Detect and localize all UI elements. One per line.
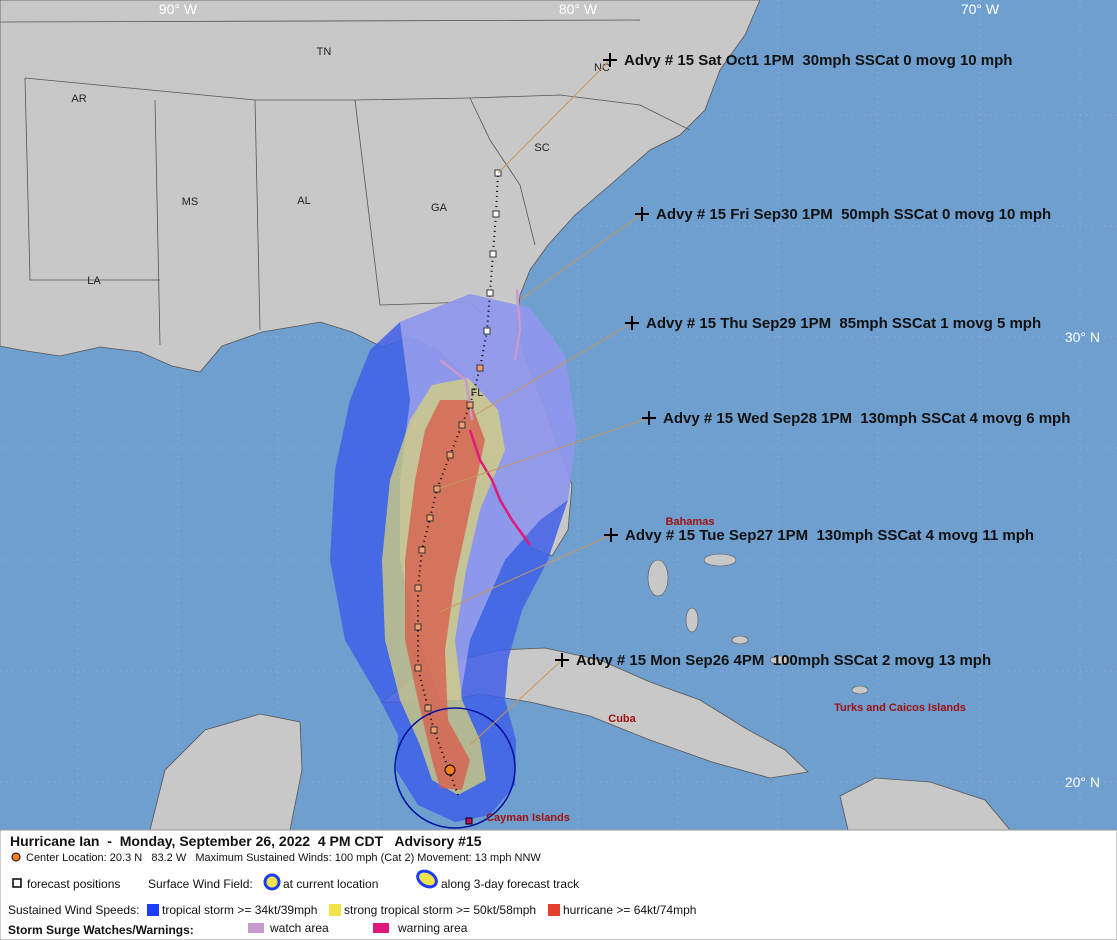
- region-label: TN: [317, 46, 332, 58]
- region-label: AR: [71, 93, 86, 105]
- advisory-marker: [635, 207, 649, 221]
- advisory-label: Advy # 15 Wed Sep28 1PM 130mph SSCat 4 m…: [663, 410, 1070, 427]
- forecast-position: [483, 327, 491, 335]
- region-label: FL: [471, 387, 484, 399]
- center-info: Center Location: 20.3 N 83.2 W Maximum S…: [26, 852, 541, 864]
- latitude-label: 30° N: [1065, 329, 1100, 345]
- forecast-position: [430, 726, 438, 734]
- place-label: Cuba: [608, 713, 636, 725]
- watch-swatch: [248, 923, 264, 933]
- legend-text: strong tropical storm >= 50kt/58mph: [344, 903, 536, 917]
- legend-title: Hurricane Ian - Monday, September 26, 20…: [10, 833, 482, 849]
- advisory-leader: [439, 534, 612, 613]
- advisory-leader: [519, 213, 643, 301]
- forecast-position: [426, 514, 434, 522]
- warning-swatch: [373, 923, 389, 933]
- forecast-position-icon: [12, 878, 22, 888]
- forecast-position: [486, 289, 494, 297]
- advisory-label: Advy # 15 Thu Sep29 1PM 85mph SSCat 1 mo…: [646, 315, 1041, 332]
- advisory-label: Advy # 15 Fri Sep30 1PM 50mph SSCat 0 mo…: [656, 206, 1051, 223]
- place-label: Cayman Islands: [486, 812, 570, 824]
- wind-field-outline: [394, 707, 516, 829]
- advisory-label: Advy # 15 Mon Sep26 4PM 100mph SSCat 2 m…: [576, 652, 991, 669]
- longitude-label: 80° W: [559, 1, 598, 17]
- longitude-label: 70° W: [961, 1, 1000, 17]
- forecast-position: [414, 584, 422, 592]
- legend-text: along 3-day forecast track: [441, 877, 580, 891]
- advisory-marker: [555, 653, 569, 667]
- forecast-position: [418, 546, 426, 554]
- current-center: [444, 764, 456, 776]
- place-label: Bahamas: [666, 516, 715, 528]
- legend-text: at current location: [283, 877, 378, 891]
- place-label: Turks and Caicos Islands: [834, 702, 966, 714]
- latitude-label: 20° N: [1065, 774, 1100, 790]
- forecast-position: [414, 623, 422, 631]
- advisory-marker: [625, 316, 639, 330]
- sts-swatch: [329, 904, 341, 916]
- hurricane-wind-area: [405, 400, 485, 790]
- forecast-position: [489, 250, 497, 258]
- advisory-leader: [474, 322, 633, 416]
- region-label: MS: [182, 196, 199, 208]
- yucatan-land: [149, 713, 303, 831]
- forecast-position: [492, 210, 500, 218]
- past-position: [465, 817, 473, 825]
- legend-text: Storm Surge Watches/Warnings:: [8, 923, 194, 937]
- forecast-position: [476, 364, 484, 372]
- legend-text: tropical storm >= 34kt/39mph: [162, 903, 317, 917]
- forecast-position: [466, 401, 474, 409]
- forecast-position: [424, 704, 432, 712]
- map-labels: 90° W80° W70° W30° N20° NTNARMSALGASCNCL…: [71, 1, 1100, 824]
- legend-text: Sustained Wind Speeds:: [8, 903, 139, 917]
- ts-swatch: [147, 904, 159, 916]
- track-field-icon: [416, 869, 438, 889]
- legend-text: warning area: [397, 921, 468, 935]
- advisory-marker: [642, 411, 656, 425]
- advisory-label: Advy # 15 Tue Sep27 1PM 130mph SSCat 4 m…: [625, 527, 1034, 544]
- advisory-leader: [469, 659, 563, 746]
- state-borders: [0, 19, 691, 346]
- legend-text: forecast positions: [27, 877, 120, 891]
- legend-text: watch area: [269, 921, 329, 935]
- advisory-marker: [604, 528, 618, 542]
- advisory-leader: [436, 417, 650, 490]
- region-label: LA: [87, 275, 101, 287]
- forecast-position: [414, 664, 422, 672]
- hu-swatch: [548, 904, 560, 916]
- region-label: SC: [534, 142, 549, 154]
- forecast-track: [414, 169, 502, 825]
- region-label: GA: [431, 202, 448, 214]
- legend-box: [0, 829, 1117, 940]
- legend-text: Surface Wind Field:: [148, 877, 253, 891]
- advisory-leader: [497, 59, 611, 174]
- center-icon: [11, 852, 21, 862]
- bahamas-islands: [647, 553, 869, 695]
- advisory-label: Advy # 15 Sat Oct1 1PM 30mph SSCat 0 mov…: [624, 52, 1012, 69]
- current-field-icon: [263, 873, 281, 891]
- forecast-position: [458, 421, 466, 429]
- forecast-position: [446, 451, 454, 459]
- region-label: AL: [297, 195, 310, 207]
- longitude-label: 90° W: [159, 1, 198, 17]
- advisory-marker: [603, 53, 617, 67]
- legend-text: hurricane >= 64kt/74mph: [563, 903, 696, 917]
